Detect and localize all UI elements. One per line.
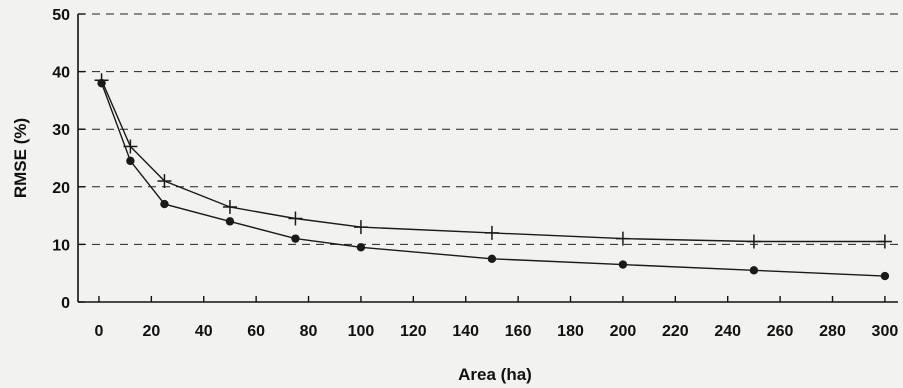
x-tick-label-60: 60 [247,323,265,340]
x-tick-label-160: 160 [505,323,532,340]
y-tick-label-0: 0 [61,295,70,312]
x-tick-label-300: 300 [872,323,899,340]
series-2-point-2 [160,199,169,209]
series-1-point-8 [746,234,761,249]
data-series [94,73,892,281]
y-tick-label-20: 20 [52,180,70,197]
x-tick-label-200: 200 [610,323,637,340]
series-2-point-6 [487,254,497,263]
x-tick-label-120: 120 [400,323,427,340]
series-2-point-0 [97,78,106,88]
x-tick-label-40: 40 [195,323,213,340]
x-tick-label-20: 20 [142,323,160,340]
y-tick-label-40: 40 [52,65,70,82]
x-axis-title: Area (ha) [458,365,532,384]
series-2-line [100,82,885,277]
series-2-point-1 [126,156,135,166]
series-1-point-7 [615,231,630,246]
y-tick-label-10: 10 [52,237,70,254]
y-tick-label-50: 50 [52,7,70,24]
tick-labels: 0 10 20 30 40 50 0 20 40 60 80 100 120 140 160 180 200 22… [52,7,898,340]
series-1-point-9 [877,234,892,249]
series-1-point-3 [222,199,237,214]
series-2-point-8 [749,266,759,275]
x-tick-label-260: 260 [767,323,794,340]
series-1-point-4 [288,211,303,226]
series-2-point-3 [225,217,235,226]
x-tick-label-140: 140 [452,323,479,340]
x-tick-label-100: 100 [348,323,375,340]
y-axis-title: RMSE (%) [11,118,30,198]
series-2-point-4 [291,234,300,243]
axes [77,13,898,303]
series-1-point-6 [484,225,499,240]
x-tick-label-280: 280 [819,323,846,340]
y-tick-label-30: 30 [52,122,70,139]
x-tick-label-0: 0 [95,323,104,340]
series-1-line [100,79,885,243]
series-1-point-5 [353,220,368,235]
series-2-point-5 [356,243,366,252]
x-tick-label-180: 180 [557,323,584,340]
x-tick-label-240: 240 [714,323,741,340]
series-2-point-7 [618,260,628,269]
x-tick-label-80: 80 [300,323,318,340]
series-2-point-9 [880,271,890,281]
series-1-point-2 [157,174,172,189]
x-tick-label-220: 220 [662,323,689,340]
grid-lines [78,13,898,245]
